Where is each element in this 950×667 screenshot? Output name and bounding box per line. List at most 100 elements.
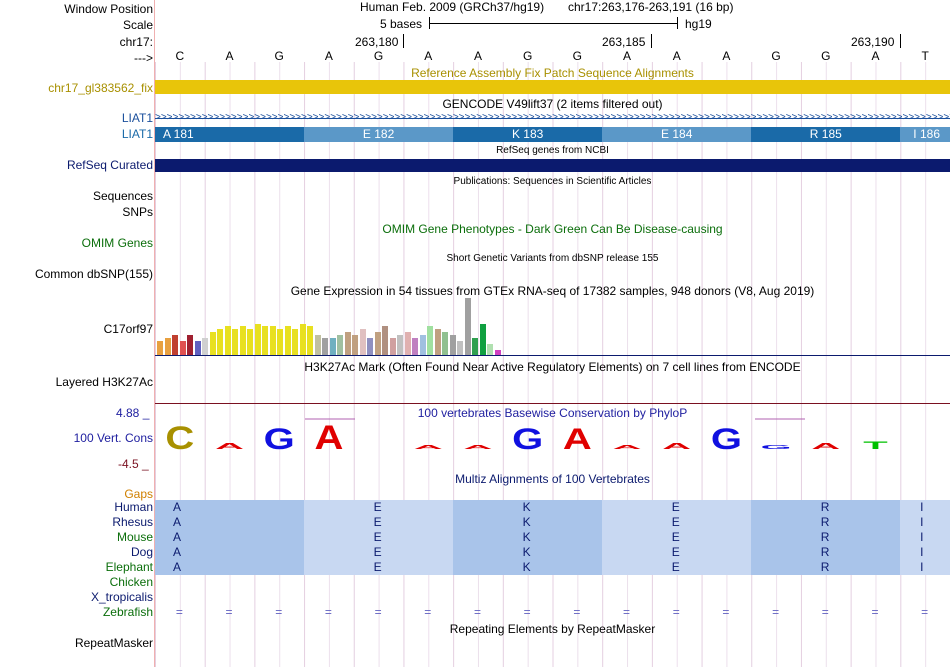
gtex-bar-44[interactable] bbox=[487, 344, 493, 355]
species-label-zebrafish[interactable]: Zebrafish bbox=[102, 605, 153, 619]
fix-patch-label[interactable]: chr17_gl383562_fix bbox=[48, 81, 153, 95]
gtex-bar-41[interactable] bbox=[464, 298, 471, 355]
publications-title[interactable]: Publications: Sequences in Scientific Ar… bbox=[453, 176, 652, 187]
maf-aa[interactable]: I bbox=[900, 545, 950, 560]
gtex-bar-38[interactable] bbox=[442, 332, 448, 355]
gencode-title[interactable]: GENCODE V49lift37 (2 items filtered out) bbox=[442, 97, 663, 111]
maf-aa[interactable]: E bbox=[602, 545, 752, 560]
gtex-bar-39[interactable] bbox=[449, 335, 456, 355]
maf-aa[interactable]: E bbox=[304, 560, 454, 575]
maf-aa[interactable]: E bbox=[602, 500, 752, 515]
fix-patch-alignment-bar[interactable] bbox=[155, 80, 950, 94]
refseq-label[interactable]: RefSeq Curated bbox=[66, 158, 153, 172]
maf-aa[interactable]: K bbox=[453, 545, 603, 560]
species-label-human[interactable]: Human bbox=[114, 500, 153, 514]
maf-aa[interactable]: R bbox=[751, 515, 901, 530]
gencode-gene-label-2[interactable]: LIAT1 bbox=[121, 127, 153, 141]
gtex-bar-23[interactable] bbox=[329, 338, 336, 355]
gtex-bar-22[interactable] bbox=[322, 338, 328, 355]
multiz-title[interactable]: Multiz Alignments of 100 Vertebrates bbox=[455, 472, 650, 486]
gtex-gene-label[interactable]: C17orf97 bbox=[103, 322, 153, 336]
repeatmasker-label[interactable]: RepeatMasker bbox=[74, 636, 153, 650]
dbsnp-label[interactable]: Common dbSNP(155) bbox=[34, 267, 153, 281]
maf-aa[interactable]: I bbox=[900, 515, 950, 530]
species-label-mouse[interactable]: Mouse bbox=[116, 530, 153, 544]
h3k27ac-label[interactable]: Layered H3K27Ac bbox=[55, 375, 153, 389]
codon-5[interactable]: I 186 bbox=[900, 127, 950, 142]
gtex-bar-26[interactable] bbox=[352, 335, 358, 355]
gtex-bar-34[interactable] bbox=[412, 338, 418, 355]
gtex-bar-20[interactable] bbox=[307, 326, 313, 355]
gtex-bar-8[interactable] bbox=[217, 329, 223, 355]
gtex-bar-1[interactable] bbox=[164, 338, 171, 355]
gtex-bar-18[interactable] bbox=[292, 329, 298, 355]
repeatmasker-title[interactable]: Repeating Elements by RepeatMasker bbox=[449, 622, 656, 636]
maf-aa[interactable]: E bbox=[602, 530, 752, 545]
maf-aa[interactable]: R bbox=[751, 560, 901, 575]
gtex-bar-25[interactable] bbox=[344, 332, 351, 355]
gtex-bar-5[interactable] bbox=[194, 341, 201, 355]
gtex-bar-21[interactable] bbox=[314, 335, 321, 355]
maf-aa[interactable]: K bbox=[453, 560, 603, 575]
gtex-bar-19[interactable] bbox=[299, 324, 306, 355]
snps-label[interactable]: SNPs bbox=[122, 205, 153, 219]
gtex-bar-4[interactable] bbox=[187, 335, 193, 355]
codon-1[interactable]: E 182 bbox=[304, 127, 454, 142]
gtex-bar-11[interactable] bbox=[239, 326, 246, 355]
maf-aa[interactable]: A bbox=[155, 515, 305, 530]
gtex-bar-40[interactable] bbox=[457, 341, 463, 355]
gtex-bar-16[interactable] bbox=[277, 329, 283, 355]
gtex-bar-45[interactable] bbox=[494, 350, 501, 355]
refseq-gene-bar[interactable] bbox=[155, 159, 950, 172]
maf-aa[interactable]: K bbox=[453, 515, 603, 530]
gtex-bar-42[interactable] bbox=[472, 338, 478, 355]
maf-aa[interactable]: I bbox=[900, 530, 950, 545]
maf-aa[interactable]: A bbox=[155, 500, 305, 515]
gtex-bar-0[interactable] bbox=[157, 341, 163, 355]
gtex-bar-7[interactable] bbox=[209, 332, 216, 355]
cons-label[interactable]: 100 Vert. Cons bbox=[73, 431, 153, 445]
codon-2[interactable]: K 183 bbox=[453, 127, 603, 142]
gtex-bar-29[interactable] bbox=[374, 332, 381, 355]
gtex-bar-2[interactable] bbox=[172, 335, 178, 355]
position-range[interactable]: chr17:263,176-263,191 (16 bp) bbox=[568, 0, 734, 14]
refseq-title[interactable]: RefSeq genes from NCBI bbox=[496, 145, 609, 156]
gtex-bar-30[interactable] bbox=[382, 326, 388, 355]
gtex-bar-35[interactable] bbox=[419, 335, 426, 355]
species-label-rhesus[interactable]: Rhesus bbox=[112, 515, 153, 529]
maf-aa[interactable]: E bbox=[602, 560, 752, 575]
species-label-x_tropicalis[interactable]: X_tropicalis bbox=[90, 590, 153, 604]
gtex-bar-24[interactable] bbox=[337, 335, 343, 355]
gtex-bar-43[interactable] bbox=[479, 324, 486, 355]
h3k27ac-title[interactable]: H3K27Ac Mark (Often Found Near Active Re… bbox=[304, 360, 801, 374]
maf-aa[interactable]: R bbox=[751, 500, 901, 515]
gtex-bar-13[interactable] bbox=[254, 324, 261, 355]
maf-aa[interactable]: I bbox=[900, 500, 950, 515]
gtex-bar-12[interactable] bbox=[247, 329, 253, 355]
gtex-bar-32[interactable] bbox=[397, 335, 403, 355]
maf-aa[interactable]: K bbox=[453, 530, 603, 545]
sequences-label[interactable]: Sequences bbox=[92, 189, 153, 203]
fix-patch-title[interactable]: Reference Assembly Fix Patch Sequence Al… bbox=[411, 66, 694, 80]
omim-label[interactable]: OMIM Genes bbox=[81, 236, 153, 250]
gtex-bar-3[interactable] bbox=[179, 341, 186, 355]
gtex-bar-33[interactable] bbox=[404, 332, 411, 355]
codon-4[interactable]: R 185 bbox=[751, 127, 901, 142]
maf-aa[interactable]: E bbox=[304, 500, 454, 515]
gtex-bar-15[interactable] bbox=[269, 326, 276, 355]
codon-0[interactable]: A 181 bbox=[155, 127, 305, 142]
maf-aa[interactable]: R bbox=[751, 530, 901, 545]
gtex-bar-36[interactable] bbox=[427, 326, 433, 355]
omim-title[interactable]: OMIM Gene Phenotypes - Dark Green Can Be… bbox=[382, 222, 723, 236]
maf-aa[interactable]: I bbox=[900, 560, 950, 575]
species-label-chicken[interactable]: Chicken bbox=[109, 575, 153, 589]
gaps-label[interactable]: Gaps bbox=[124, 487, 153, 501]
maf-aa[interactable]: E bbox=[304, 515, 454, 530]
species-label-dog[interactable]: Dog bbox=[130, 545, 153, 559]
gene-strand-arrows[interactable]: >>>>>>>>>>>>>>>>>>>>>>>>>>>>>>>>>>>>>>>>… bbox=[155, 112, 950, 124]
gtex-bar-17[interactable] bbox=[284, 326, 291, 355]
gtex-bar-6[interactable] bbox=[202, 338, 208, 355]
dbsnp-title[interactable]: Short Genetic Variants from dbSNP releas… bbox=[446, 253, 659, 264]
maf-aa[interactable]: E bbox=[602, 515, 752, 530]
